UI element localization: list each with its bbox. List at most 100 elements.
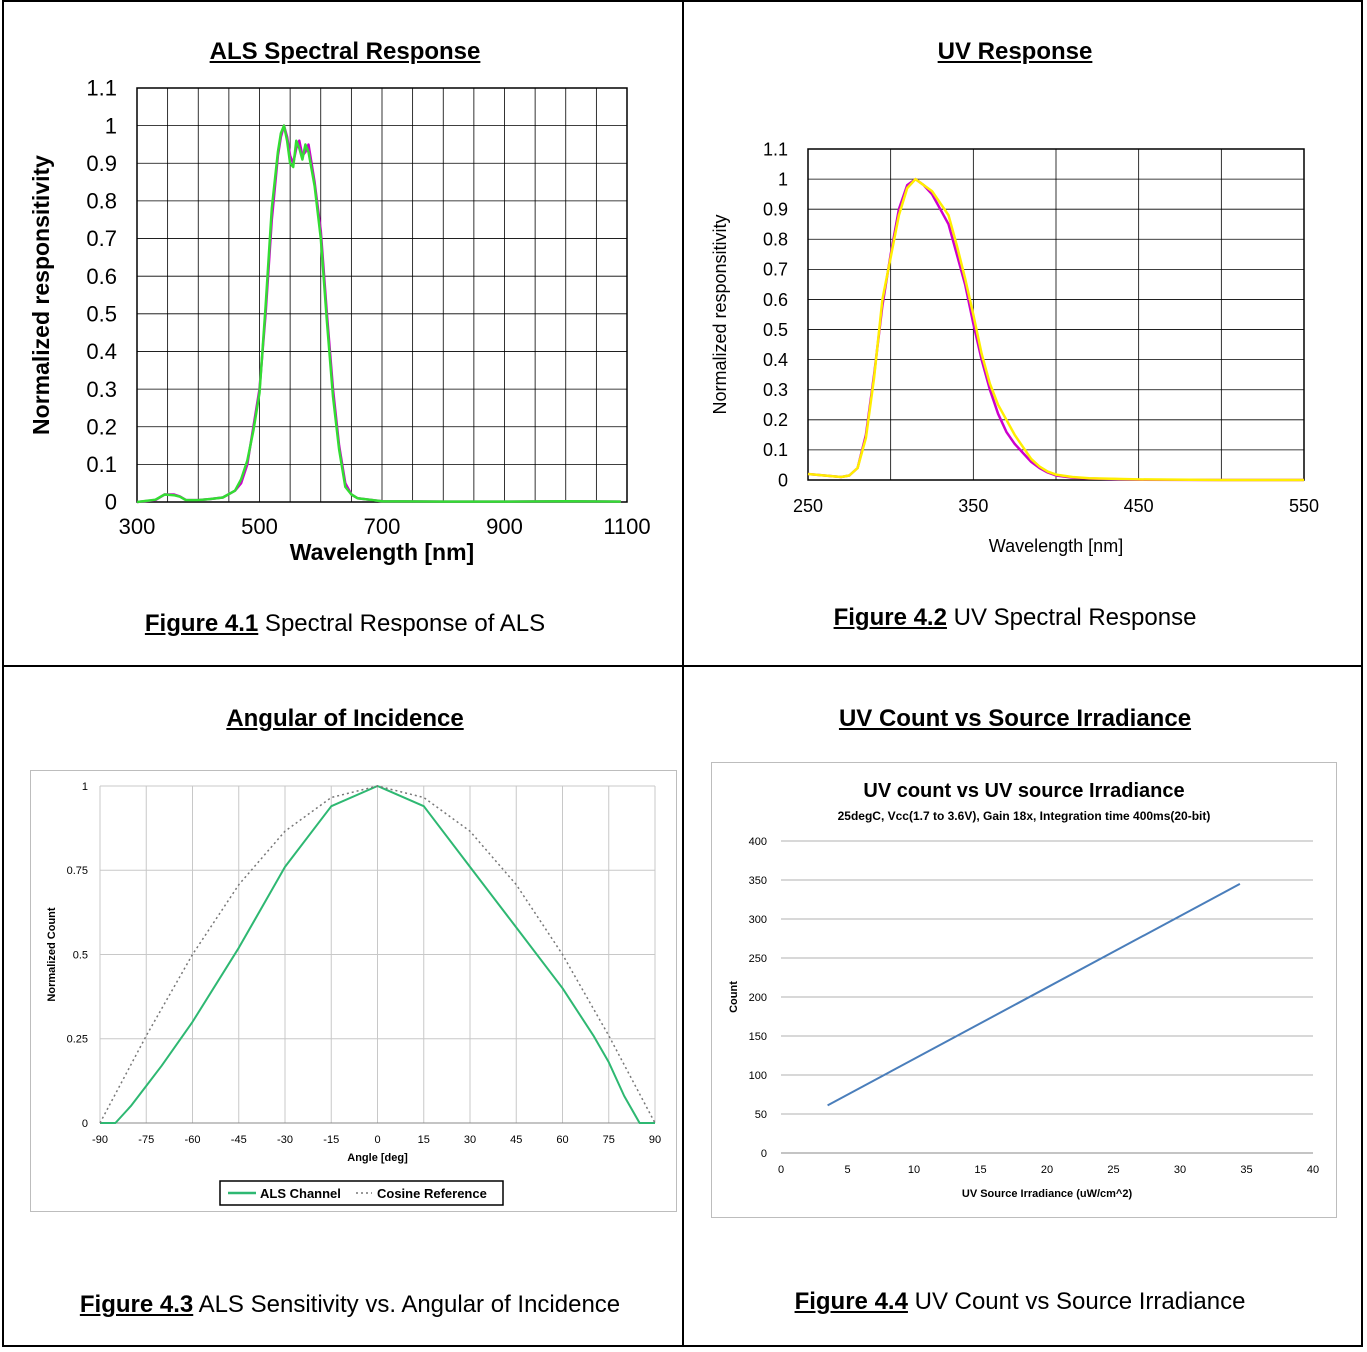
series-line — [827, 883, 1241, 1107]
caption-fig-label: Figure 4.3 — [79, 1291, 194, 1318]
x-axis-label: Angle [deg] — [347, 1152, 408, 1164]
y-tick-label: 200 — [749, 992, 767, 1004]
y-tick-label: 0.3 — [763, 380, 788, 400]
y-axis-label: Normalized Count — [46, 907, 58, 1001]
y-tick-label: 0.9 — [763, 199, 788, 219]
legend-label-als: ALS Channel — [260, 1186, 341, 1201]
x-tick-label: 550 — [1289, 496, 1319, 516]
x-tick-label: 30 — [464, 1134, 476, 1146]
x-axis-label: Wavelength [nm] — [989, 536, 1123, 556]
y-tick-label: 0.2 — [763, 410, 788, 430]
y-tick-label: 0 — [82, 1118, 88, 1130]
y-tick-label: 0.7 — [86, 226, 117, 251]
caption-text: Spectral Response of ALS — [258, 610, 546, 637]
x-tick-label: 900 — [486, 514, 523, 539]
y-tick-label: 0.1 — [763, 440, 788, 460]
y-tick-label: 250 — [749, 953, 767, 965]
x-tick-label: 450 — [1124, 496, 1154, 516]
cell-title-uv: UV Response — [937, 38, 1093, 65]
x-tick-label: 40 — [1307, 1164, 1319, 1176]
y-tick-label: 0.9 — [86, 151, 117, 176]
plot-area-border — [807, 148, 1305, 481]
chart-angular-frame — [30, 770, 677, 1212]
caption-text: ALS Sensitivity vs. Angular of Incidence — [193, 1291, 621, 1318]
series-line — [136, 124, 621, 504]
y-tick-label: 0.1 — [86, 452, 117, 477]
x-tick-label: 35 — [1240, 1164, 1252, 1176]
x-tick-label: 25 — [1107, 1164, 1119, 1176]
y-tick-label: 0.6 — [86, 264, 117, 289]
caption-fig-4-3: Figure 4.3 ALS Sensitivity vs. Angular o… — [40, 1291, 660, 1319]
x-tick-label: -15 — [323, 1134, 339, 1146]
x-tick-label: -75 — [138, 1134, 154, 1146]
y-tick-label: 0 — [761, 1148, 767, 1160]
y-tick-label: 1 — [105, 113, 117, 138]
y-tick-label: 1.1 — [763, 139, 788, 159]
x-tick-label: 10 — [908, 1164, 920, 1176]
y-axis-label: Normalized responsitivity — [28, 155, 54, 435]
x-tick-label: 250 — [793, 496, 823, 516]
x-tick-label: 0 — [778, 1164, 784, 1176]
caption-fig-label: Figure 4.1 — [144, 610, 259, 637]
y-tick-label: 0.4 — [86, 339, 117, 364]
caption-fig-4-4: Figure 4.4 UV Count vs Source Irradiance — [740, 1288, 1300, 1316]
y-tick-label: 300 — [749, 914, 767, 926]
chart-subtitle: 25degC, Vcc(1.7 to 3.6V), Gain 18x, Inte… — [838, 809, 1211, 823]
y-axis-label: Normalized responsitivity — [710, 214, 730, 414]
y-tick-label: 150 — [749, 1031, 767, 1043]
caption-fig-4-2: Figure 4.2 UV Spectral Response — [740, 604, 1290, 632]
y-tick-label: 1.1 — [86, 76, 117, 101]
x-axis-label: Wavelength [nm] — [290, 539, 474, 565]
x-tick-label: 350 — [958, 496, 988, 516]
y-tick-label: 0.5 — [86, 302, 117, 327]
chart-uv-count-frame — [711, 762, 1337, 1218]
chart-angular-incidence: 0 0.25 0.5 0.75 1 -90 -75 -60 -45 -30 -15 0 15 30 45 60… — [46, 781, 661, 1206]
y-tick-label: 1 — [778, 169, 788, 189]
x-tick-label: -45 — [231, 1134, 247, 1146]
x-tick-label: 300 — [119, 514, 156, 539]
cell-title-angular: Angular of Incidence — [226, 705, 464, 732]
chart-uv-response: 0 0.1 0.2 0.3 0.4 0.5 0.6 0.7 0.8 0.9 1 1.1 250 350 45… — [710, 139, 1319, 556]
y-tick-label: 0 — [778, 470, 788, 490]
x-tick-label: 60 — [556, 1134, 568, 1146]
series-line — [99, 785, 656, 1124]
y-tick-label: 0.4 — [763, 350, 788, 370]
y-tick-label: 0.8 — [763, 230, 788, 250]
chart-uv-count: 0 50 100 150 200 250 300 350 400 0 5 10 15 20 25 30 35 40… — [728, 780, 1319, 1200]
x-tick-label: 15 — [974, 1164, 986, 1176]
x-tick-label: 15 — [418, 1134, 430, 1146]
caption-fig-label: Figure 4.2 — [833, 604, 947, 631]
legend-label-cosine: Cosine Reference — [377, 1186, 487, 1201]
x-tick-label: -60 — [185, 1134, 201, 1146]
x-tick-label: 0 — [374, 1134, 380, 1146]
series-line — [807, 177, 1304, 482]
grid-divider-horizontal — [2, 665, 1363, 667]
y-tick-label: 0.8 — [86, 189, 117, 214]
y-tick-label: 400 — [749, 836, 767, 848]
y-tick-label: 50 — [755, 1109, 767, 1121]
y-tick-label: 0.5 — [73, 949, 88, 961]
x-tick-label: 90 — [649, 1134, 661, 1146]
y-tick-label: 0 — [105, 490, 117, 515]
x-tick-label: 75 — [603, 1134, 615, 1146]
caption-fig-label: Figure 4.4 — [794, 1288, 908, 1315]
caption-text: UV Spectral Response — [946, 604, 1197, 631]
y-tick-label: 0.6 — [763, 290, 788, 310]
y-tick-label: 0.25 — [67, 1034, 88, 1046]
y-tick-label: 1 — [82, 781, 88, 793]
y-tick-label: 0.3 — [86, 377, 117, 402]
y-tick-label: 0.5 — [763, 320, 788, 340]
grid-divider-vertical — [682, 0, 684, 1347]
x-tick-label: 500 — [241, 514, 278, 539]
y-axis-label: Count — [728, 981, 740, 1013]
x-tick-label: 30 — [1174, 1164, 1186, 1176]
x-tick-label: 20 — [1041, 1164, 1053, 1176]
x-axis-label: UV Source Irradiance (uW/cm^2) — [962, 1188, 1133, 1200]
x-tick-label: 1100 — [603, 514, 650, 539]
x-tick-label: 700 — [364, 514, 401, 539]
y-tick-label: 0.75 — [67, 865, 88, 877]
x-tick-label: 45 — [510, 1134, 522, 1146]
y-tick-label: 0.7 — [763, 260, 788, 280]
y-tick-label: 0.2 — [86, 414, 117, 439]
caption-text: UV Count vs Source Irradiance — [907, 1288, 1246, 1315]
